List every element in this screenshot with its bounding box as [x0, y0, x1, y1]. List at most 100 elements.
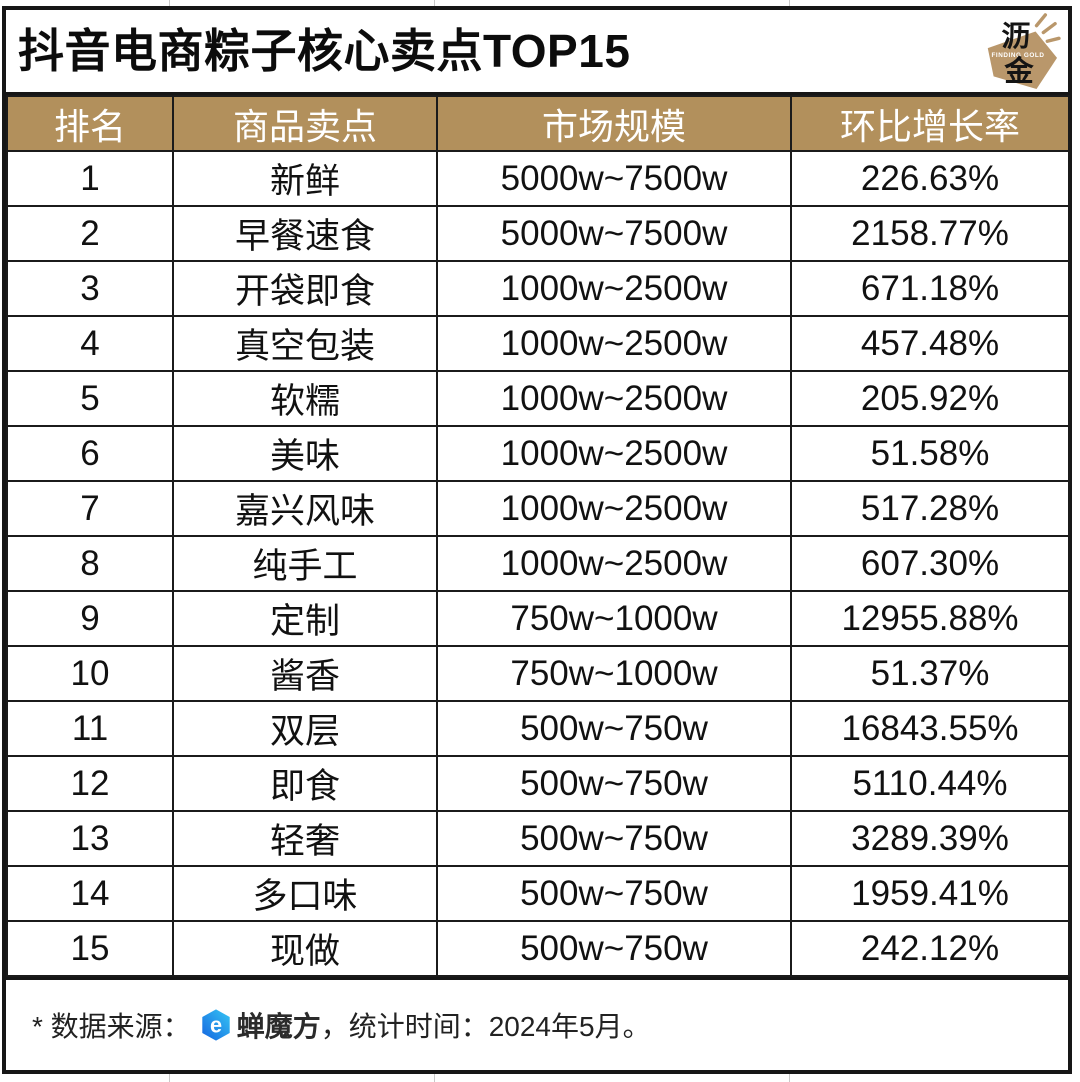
cell-growth-rate: 51.37%: [790, 645, 1070, 702]
cell-rank: 6: [6, 425, 174, 482]
cell-market-size: 5000w~7500w: [436, 150, 792, 207]
page-title: 抖音电商粽子核心卖点TOP15: [18, 25, 631, 77]
gridline: [434, 1074, 435, 1082]
table-row: 5 软糯 1000w~2500w 205.92%: [6, 370, 1070, 427]
table-body: 1 新鲜 5000w~7500w 226.63% 2 早餐速食 5000w~7500w 215…: [6, 150, 1070, 977]
cell-selling-point: 多口味: [172, 865, 438, 922]
cell-growth-rate: 51.58%: [790, 425, 1070, 482]
cell-selling-point: 真空包装: [172, 315, 438, 372]
table-row: 8 纯手工 1000w~2500w 607.30%: [6, 535, 1070, 592]
header-row: 排名 商品卖点 市场规模 环比增长率: [6, 95, 1070, 152]
cell-rank: 10: [6, 645, 174, 702]
cell-selling-point: 即食: [172, 755, 438, 812]
lijin-char-top: 沥: [1001, 20, 1030, 53]
table-row: 3 开袋即食 1000w~2500w 671.18%: [6, 260, 1070, 317]
cell-market-size: 500w~750w: [436, 865, 792, 922]
column-header-rank: 排名: [6, 95, 174, 152]
cell-growth-rate: 2158.77%: [790, 205, 1070, 262]
cell-rank: 5: [6, 370, 174, 427]
ranking-table: 排名 商品卖点 市场规模 环比增长率 1 新鲜 5000w~7500w 226.63%…: [6, 95, 1070, 977]
lijin-gem-shape: [987, 31, 1058, 90]
cell-selling-point: 双层: [172, 700, 438, 757]
cell-growth-rate: 517.28%: [790, 480, 1070, 537]
cell-market-size: 1000w~2500w: [436, 535, 792, 592]
cell-growth-rate: 607.30%: [790, 535, 1070, 592]
table-row: 6 美味 1000w~2500w 51.58%: [6, 425, 1070, 482]
cell-growth-rate: 12955.88%: [790, 590, 1070, 647]
gridline: [789, 0, 790, 6]
column-header-market-size: 市场规模: [436, 95, 792, 152]
cell-market-size: 750w~1000w: [436, 590, 792, 647]
table-row: 4 真空包装 1000w~2500w 457.48%: [6, 315, 1070, 372]
table-row: 12 即食 500w~750w 5110.44%: [6, 755, 1070, 812]
cell-selling-point: 开袋即食: [172, 260, 438, 317]
cell-selling-point: 现做: [172, 920, 438, 977]
table-header: 排名 商品卖点 市场规模 环比增长率: [6, 95, 1070, 152]
cell-rank: 12: [6, 755, 174, 812]
cell-selling-point: 嘉兴风味: [172, 480, 438, 537]
title-bar: 抖音电商粽子核心卖点TOP15 沥 FINDING GOLD 金: [6, 10, 1068, 95]
cell-growth-rate: 1959.41%: [790, 865, 1070, 922]
cell-market-size: 1000w~2500w: [436, 370, 792, 427]
cell-rank: 2: [6, 205, 174, 262]
cell-growth-rate: 3289.39%: [790, 810, 1070, 867]
source-note-suffix: ，统计时间：2024年5月。: [320, 1011, 651, 1042]
spark-rays-icon: [1034, 13, 1061, 43]
cell-market-size: 500w~750w: [436, 920, 792, 977]
gridline: [169, 1074, 170, 1082]
cell-rank: 7: [6, 480, 174, 537]
table-row: 7 嘉兴风味 1000w~2500w 517.28%: [6, 480, 1070, 537]
source-note: * 数据来源： e 蝉魔方 ，统计时间：2024年5月。: [6, 977, 1068, 1070]
cell-selling-point: 软糯: [172, 370, 438, 427]
spreadsheet-gridline-strip-bottom: [0, 1074, 1080, 1082]
table-row: 14 多口味 500w~750w 1959.41%: [6, 865, 1070, 922]
lijin-brand-logo: 沥 FINDING GOLD 金: [987, 13, 1061, 90]
cell-growth-rate: 242.12%: [790, 920, 1070, 977]
cell-market-size: 500w~750w: [436, 700, 792, 757]
cell-selling-point: 早餐速食: [172, 205, 438, 262]
cell-rank: 9: [6, 590, 174, 647]
cell-market-size: 500w~750w: [436, 755, 792, 812]
cell-growth-rate: 205.92%: [790, 370, 1070, 427]
cell-selling-point: 定制: [172, 590, 438, 647]
cell-growth-rate: 457.48%: [790, 315, 1070, 372]
cell-rank: 14: [6, 865, 174, 922]
gridline: [789, 1074, 790, 1082]
cell-rank: 13: [6, 810, 174, 867]
cell-selling-point: 美味: [172, 425, 438, 482]
column-header-growth-rate: 环比增长率: [790, 95, 1070, 152]
lijin-char-bottom: 金: [1003, 54, 1034, 88]
spreadsheet-gridline-strip-top: [0, 0, 1080, 6]
cell-market-size: 1000w~2500w: [436, 425, 792, 482]
cell-rank: 15: [6, 920, 174, 977]
source-note-prefix: * 数据来源：: [32, 1011, 191, 1042]
table-row: 11 双层 500w~750w 16843.55%: [6, 700, 1070, 757]
source-name: 蝉魔方: [236, 1011, 321, 1042]
cell-market-size: 1000w~2500w: [436, 260, 792, 317]
chanmofang-icon: e: [201, 1009, 230, 1041]
cell-market-size: 5000w~7500w: [436, 205, 792, 262]
cell-rank: 3: [6, 260, 174, 317]
cell-market-size: 1000w~2500w: [436, 315, 792, 372]
cell-market-size: 1000w~2500w: [436, 480, 792, 537]
table-board: 抖音电商粽子核心卖点TOP15 沥 FINDING GOLD 金 排名: [2, 6, 1072, 1074]
cell-selling-point: 轻奢: [172, 810, 438, 867]
cell-rank: 4: [6, 315, 174, 372]
table-row: 13 轻奢 500w~750w 3289.39%: [6, 810, 1070, 867]
cell-growth-rate: 16843.55%: [790, 700, 1070, 757]
cell-selling-point: 酱香: [172, 645, 438, 702]
cell-market-size: 750w~1000w: [436, 645, 792, 702]
table-row: 10 酱香 750w~1000w 51.37%: [6, 645, 1070, 702]
column-header-selling-point: 商品卖点: [172, 95, 438, 152]
table-row: 2 早餐速食 5000w~7500w 2158.77%: [6, 205, 1070, 262]
table-row: 1 新鲜 5000w~7500w 226.63%: [6, 150, 1070, 207]
table-row: 15 现做 500w~750w 242.12%: [6, 920, 1070, 977]
svg-text:e: e: [210, 1013, 222, 1038]
lijin-tagline: FINDING GOLD: [991, 52, 1044, 59]
cell-rank: 8: [6, 535, 174, 592]
cell-rank: 1: [6, 150, 174, 207]
cell-selling-point: 新鲜: [172, 150, 438, 207]
gridline: [434, 0, 435, 6]
cell-selling-point: 纯手工: [172, 535, 438, 592]
